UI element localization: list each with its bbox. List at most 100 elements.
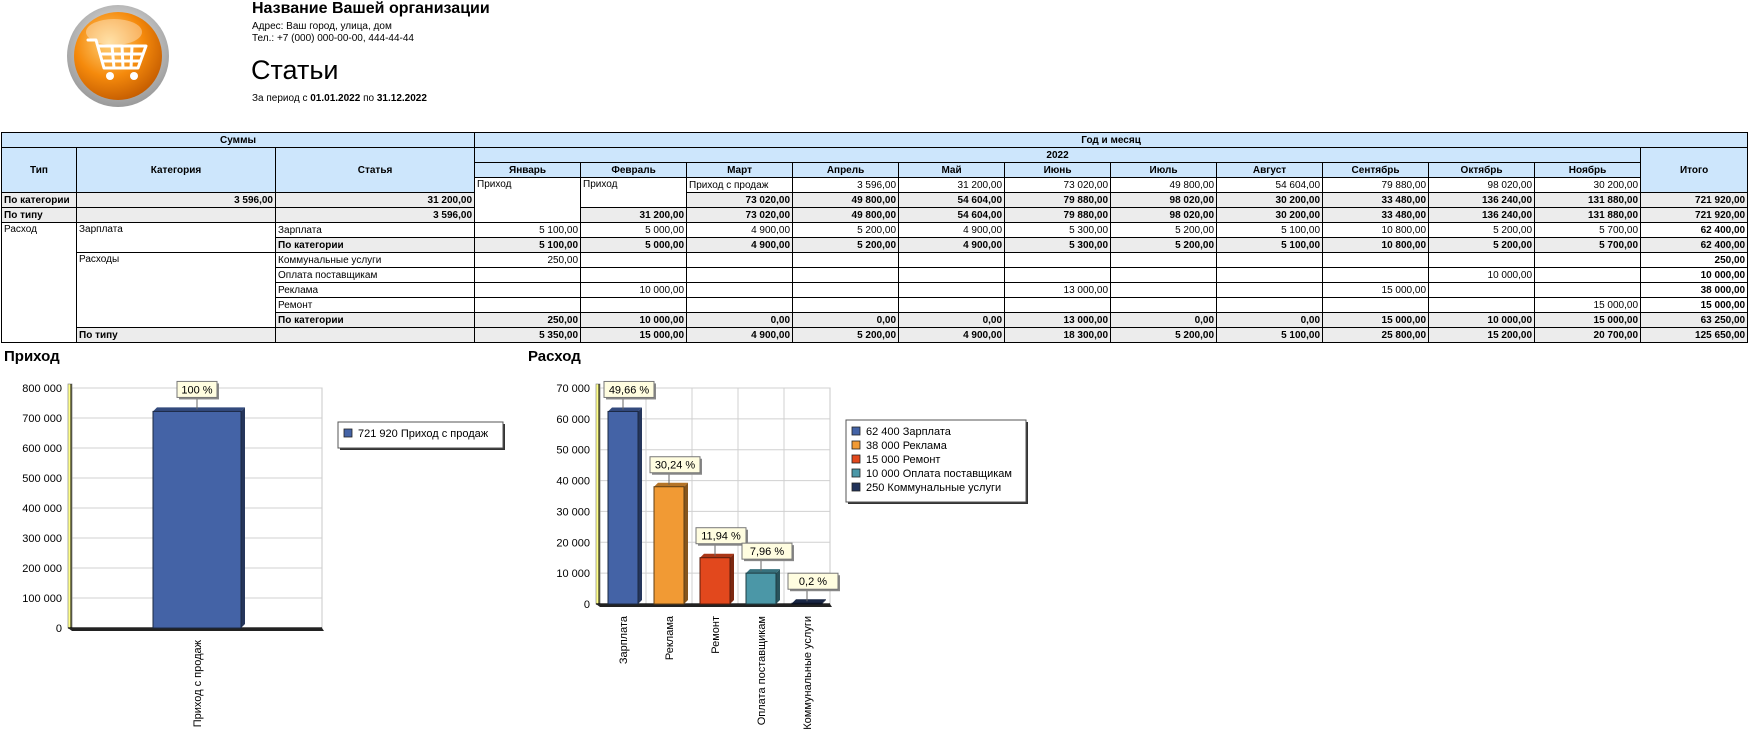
value-cell: 13 000,00 (1004, 312, 1112, 328)
period-mid: по (363, 93, 375, 104)
value-cell: 131 880,00 (1534, 207, 1642, 223)
article-cell: Зарплата (274, 222, 476, 238)
value-cell (1322, 297, 1430, 313)
value-cell (1110, 282, 1218, 298)
value-cell: 5 100,00 (474, 237, 582, 253)
total-cell: 38 000,00 (1640, 282, 1749, 298)
category-label: Реклама (664, 615, 676, 660)
value-cell: 4 900,00 (898, 327, 1006, 343)
header-year: 2022 (474, 147, 1642, 163)
type-total-label: По типу (1, 207, 77, 223)
legend-entry: 10 000 Оплата поставщикам (866, 468, 1012, 480)
value-cell: 0,00 (686, 312, 794, 328)
value-cell: 5 100,00 (1216, 327, 1324, 343)
total-cell: 721 920,00 (1640, 192, 1749, 208)
y-tick-label: 30 000 (556, 506, 590, 518)
value-cell (1004, 297, 1112, 313)
y-tick-label: 0 (584, 599, 590, 611)
y-tick-label: 70 000 (556, 383, 590, 395)
value-cell (1322, 267, 1430, 283)
bar-side (638, 407, 642, 604)
total-cell: 250,00 (1640, 252, 1749, 268)
value-cell (792, 267, 900, 283)
period-prefix: За период с (252, 93, 308, 104)
bar-side (776, 569, 780, 604)
report-table: Суммы Год и месяц Тип Категория Статья 2… (0, 132, 1749, 343)
value-cell: 30 200,00 (1534, 177, 1642, 193)
value-cell: 79 880,00 (1004, 192, 1112, 208)
bar (791, 602, 823, 605)
value-cell: 98 020,00 (1428, 177, 1536, 193)
bar (745, 572, 777, 605)
y-tick-label: 100 000 (22, 593, 62, 605)
value-cell (580, 297, 688, 313)
value-cell (1428, 252, 1536, 268)
value-cell: 5 200,00 (1110, 237, 1218, 253)
value-cell: 250,00 (474, 252, 582, 268)
value-cell: 54 604,00 (1216, 177, 1324, 193)
bar-side (241, 407, 245, 628)
y-tick-label: 60 000 (556, 414, 590, 426)
legend-entry: 250 Коммунальные услуги (866, 482, 1001, 494)
bar (699, 557, 731, 605)
y-tick-label: 300 000 (22, 533, 62, 545)
value-cell: 33 480,00 (1322, 207, 1430, 223)
value-cell (1110, 267, 1218, 283)
total-cell: 15 000,00 (1640, 297, 1749, 313)
article-cell: Оплата поставщикам (274, 267, 476, 283)
table-row: Оплата поставщикам 10 000,00 10 000,00 (2, 267, 1749, 283)
value-cell: 79 880,00 (1004, 207, 1112, 223)
article-cell: Коммунальные услуги (274, 252, 476, 268)
header-type: Тип (1, 147, 77, 193)
organization-phone: Тел.: +7 (000) 000-00-00, 444-44-44 (252, 33, 414, 44)
legend-box (845, 419, 1027, 503)
value-cell (686, 282, 794, 298)
value-cell (1534, 267, 1642, 283)
income-chart: 0 100 000 200 000 300 000 400 000 500 000 600 … (22, 380, 505, 727)
total-cell: 721 920,00 (1640, 207, 1749, 223)
floor-edge (68, 628, 324, 631)
value-cell: 25 800,00 (1322, 327, 1430, 343)
legend-swatch (851, 482, 861, 492)
value-cell: 31 200,00 (898, 177, 1006, 193)
value-cell: 5 200,00 (1110, 222, 1218, 238)
value-cell: 10 800,00 (1322, 222, 1430, 238)
value-cell: 10 000,00 (1428, 267, 1536, 283)
value-cell: 5 200,00 (1428, 222, 1536, 238)
value-cell: 5 300,00 (1004, 222, 1112, 238)
value-cell: 10 000,00 (1428, 312, 1536, 328)
value-cell: 250,00 (474, 312, 582, 328)
value-cell (686, 297, 794, 313)
header-month: Февраль (580, 162, 688, 178)
legend-entry: 721 920 Приход с продаж (358, 428, 489, 440)
income-chart-title: Приход (4, 348, 60, 365)
value-cell (792, 297, 900, 313)
value-cell: 5 100,00 (1216, 237, 1324, 253)
header-year-month: Год и месяц (474, 132, 1749, 148)
value-cell: 5 300,00 (1004, 237, 1112, 253)
value-cell: 0,00 (1110, 312, 1218, 328)
category-label: Ремонт (710, 616, 722, 654)
value-cell: 73 020,00 (686, 207, 794, 223)
value-cell: 131 880,00 (1534, 192, 1642, 208)
value-cell: 15 000,00 (1534, 312, 1642, 328)
value-cell: 4 900,00 (686, 237, 794, 253)
expense-chart-title: Расход (528, 348, 581, 365)
value-cell: 136 240,00 (1428, 207, 1536, 223)
value-cell (1428, 297, 1536, 313)
bar-side (822, 599, 826, 604)
value-cell: 5 000,00 (580, 237, 688, 253)
value-cell (686, 267, 794, 283)
percent-label: 7,96 % (750, 546, 784, 558)
header-month: Апрель (792, 162, 900, 178)
value-cell (474, 267, 582, 283)
value-cell (898, 252, 1006, 268)
total-cell: 62 400,00 (1640, 222, 1749, 238)
category-label: Оплата поставщикам (756, 616, 768, 725)
value-cell (898, 282, 1006, 298)
percent-label: 11,94 % (701, 531, 741, 543)
total-cell: 63 250,00 (1640, 312, 1749, 328)
value-cell (1534, 282, 1642, 298)
value-cell (792, 252, 900, 268)
period-from: 01.01.2022 (310, 93, 361, 104)
